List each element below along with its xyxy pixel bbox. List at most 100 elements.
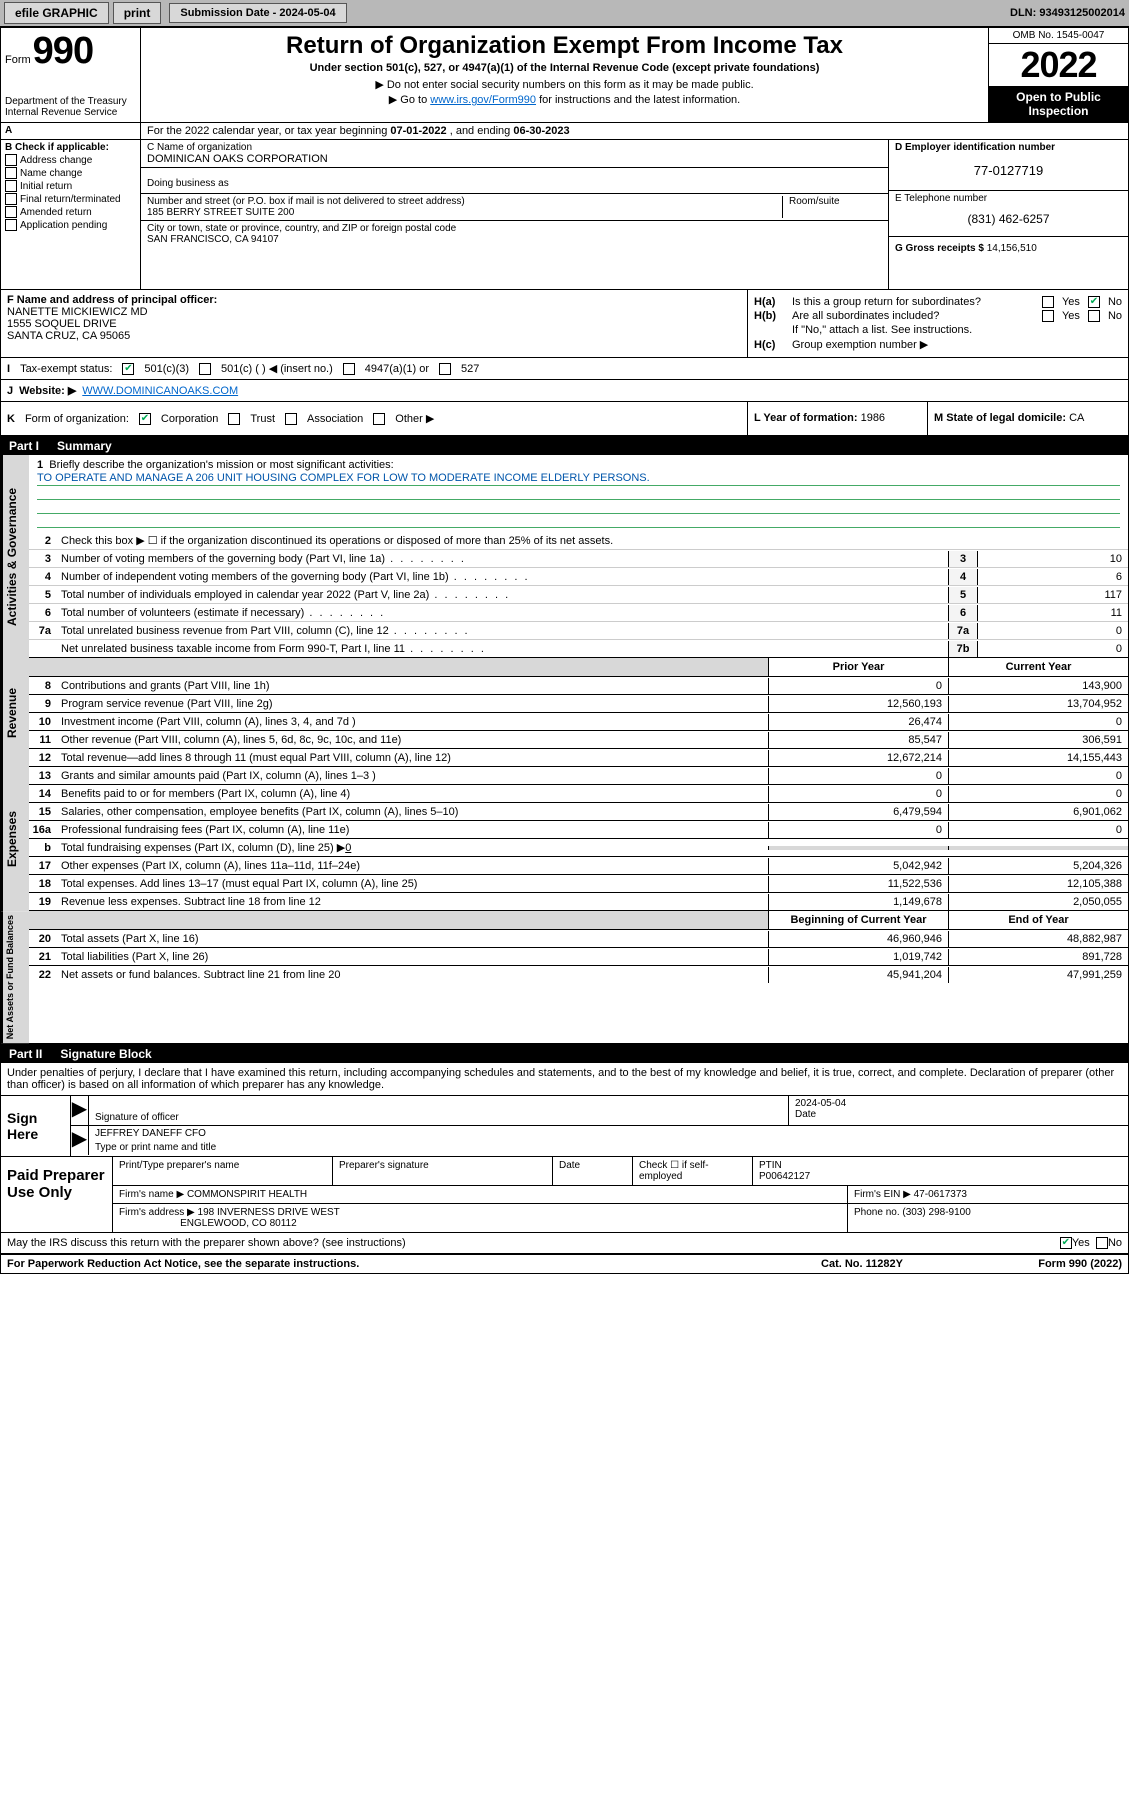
chk-pending[interactable] — [5, 219, 17, 231]
part2-title: Signature Block — [60, 1047, 151, 1061]
side-net-assets: Net Assets or Fund Balances — [1, 911, 29, 1043]
header-mid: Return of Organization Exempt From Incom… — [141, 28, 988, 122]
irs-link[interactable]: www.irs.gov/Form990 — [430, 94, 536, 106]
gross-value: 14,156,510 — [987, 243, 1037, 254]
discuss-no[interactable] — [1096, 1237, 1108, 1249]
firm-name: COMMONSPIRIT HEALTH — [187, 1189, 307, 1200]
l4-text: Number of independent voting members of … — [57, 569, 948, 585]
row-i: I Tax-exempt status: 501(c)(3) 501(c) ( … — [1, 358, 1128, 380]
part1-tag: Part I — [9, 439, 39, 453]
f-name: NANETTE MICKIEWICZ MD — [7, 306, 741, 318]
k-label: K — [7, 413, 15, 425]
street-label: Number and street (or P.O. box if mail i… — [147, 196, 782, 207]
submission-date-box: Submission Date - 2024-05-04 — [169, 3, 346, 23]
sig-arrow-icon: ▶ — [71, 1096, 89, 1125]
opt-527: 527 — [461, 363, 479, 375]
topbar: efile GRAPHIC print Submission Date - 20… — [0, 0, 1129, 27]
net-assets-section: Net Assets or Fund Balances Beginning of… — [1, 911, 1128, 1045]
firm-addr2: ENGLEWOOD, CO 80112 — [180, 1218, 297, 1229]
hb-no[interactable] — [1088, 310, 1100, 322]
l19-text: Revenue less expenses. Subtract line 18 … — [57, 894, 768, 910]
website-link[interactable]: WWW.DOMINICANOAKS.COM — [82, 385, 238, 397]
discuss-yes[interactable] — [1060, 1237, 1072, 1249]
chk-initial[interactable] — [5, 180, 17, 192]
inspection-badge: Open to Public Inspection — [989, 86, 1128, 122]
chk-address[interactable] — [5, 154, 17, 166]
box-f: F Name and address of principal officer:… — [1, 290, 748, 357]
chk-trust[interactable] — [228, 413, 240, 425]
l7a-val: 0 — [978, 623, 1128, 639]
box-b-title: B Check if applicable: — [5, 142, 136, 153]
mission-line4 — [37, 514, 1120, 528]
ptin-label: PTIN — [759, 1160, 782, 1171]
prep-label: Paid Preparer Use Only — [1, 1157, 113, 1232]
chk-501c3[interactable] — [122, 363, 134, 375]
print-button[interactable]: print — [113, 2, 162, 24]
form-number: Form 990 — [5, 30, 136, 73]
chk-name[interactable] — [5, 167, 17, 179]
ha-yes[interactable] — [1042, 296, 1054, 308]
phone-val: (303) 298-9100 — [902, 1207, 970, 1218]
prior-year-hdr: Prior Year — [768, 658, 948, 676]
box-d: D Employer identification number 77-0127… — [889, 140, 1128, 191]
form-subtitle: Under section 501(c), 527, or 4947(a)(1)… — [147, 62, 982, 74]
l22-curr: 47,991,259 — [948, 967, 1128, 983]
l14-curr: 0 — [948, 786, 1128, 802]
chk-527[interactable] — [439, 363, 451, 375]
ha-text: Is this a group return for subordinates? — [792, 296, 1042, 308]
chk-4947[interactable] — [343, 363, 355, 375]
l19-curr: 2,050,055 — [948, 894, 1128, 910]
tel-value: (831) 462-6257 — [895, 204, 1122, 234]
dln-label: DLN: 93493125002014 — [1010, 7, 1125, 19]
l5-val: 117 — [978, 587, 1128, 603]
ha-no-lbl: No — [1108, 296, 1122, 308]
insp1: Open to Public — [1016, 90, 1101, 104]
form-ref: Form 990 (2022) — [962, 1258, 1122, 1270]
l8-prior: 0 — [768, 678, 948, 694]
opt-corp: Corporation — [161, 413, 218, 425]
note2-post: for instructions and the latest informat… — [536, 94, 740, 106]
dba-label: Doing business as — [147, 178, 882, 189]
prep-c1: Print/Type preparer's name — [113, 1157, 333, 1185]
hb-yes[interactable] — [1042, 310, 1054, 322]
l8-curr: 143,900 — [948, 678, 1128, 694]
l5-text: Total number of individuals employed in … — [57, 587, 948, 603]
city-label: City or town, state or province, country… — [147, 223, 882, 234]
l17-prior: 5,042,942 — [768, 858, 948, 874]
note-ssn: ▶ Do not enter social security numbers o… — [147, 78, 982, 91]
l14-prior: 0 — [768, 786, 948, 802]
l3-val: 10 — [978, 551, 1128, 567]
m-label: M State of legal domicile: — [934, 412, 1066, 424]
l20-curr: 48,882,987 — [948, 931, 1128, 947]
side-activities: Activities & Governance — [1, 455, 29, 658]
chk-501c[interactable] — [199, 363, 211, 375]
l3-text: Number of voting members of the governin… — [57, 551, 948, 567]
opt-assoc: Association — [307, 413, 363, 425]
chk-assoc[interactable] — [285, 413, 297, 425]
efile-button[interactable]: efile GRAPHIC — [4, 2, 109, 24]
chk-corp[interactable] — [139, 413, 151, 425]
chk-amended[interactable] — [5, 206, 17, 218]
ha-no[interactable] — [1088, 296, 1100, 308]
l20-prior: 46,960,946 — [768, 931, 948, 947]
row-a-label: A — [1, 123, 141, 139]
tel-label: E Telephone number — [895, 193, 1122, 204]
chk-other[interactable] — [373, 413, 385, 425]
box-b: B Check if applicable: Address change Na… — [1, 140, 141, 289]
l15-curr: 6,901,062 — [948, 804, 1128, 820]
l12-curr: 14,155,443 — [948, 750, 1128, 766]
period-pre: For the 2022 calendar year, or tax year … — [147, 125, 390, 137]
phone-label: Phone no. — [854, 1207, 900, 1218]
opt-other: Other ▶ — [395, 412, 434, 425]
l15-prior: 6,479,594 — [768, 804, 948, 820]
l18-prior: 11,522,536 — [768, 876, 948, 892]
paid-preparer-block: Paid Preparer Use Only Print/Type prepar… — [1, 1157, 1128, 1233]
hc-text: Group exemption number ▶ — [792, 338, 1122, 351]
part1-header: Part I Summary — [1, 437, 1128, 455]
omb-number: OMB No. 1545-0047 — [989, 28, 1128, 44]
chk-final[interactable] — [5, 193, 17, 205]
row-fh: F Name and address of principal officer:… — [1, 290, 1128, 358]
note-link: ▶ Go to www.irs.gov/Form990 for instruct… — [147, 93, 982, 106]
footer-last: For Paperwork Reduction Act Notice, see … — [1, 1255, 1128, 1273]
header-right: OMB No. 1545-0047 2022 Open to Public In… — [988, 28, 1128, 122]
